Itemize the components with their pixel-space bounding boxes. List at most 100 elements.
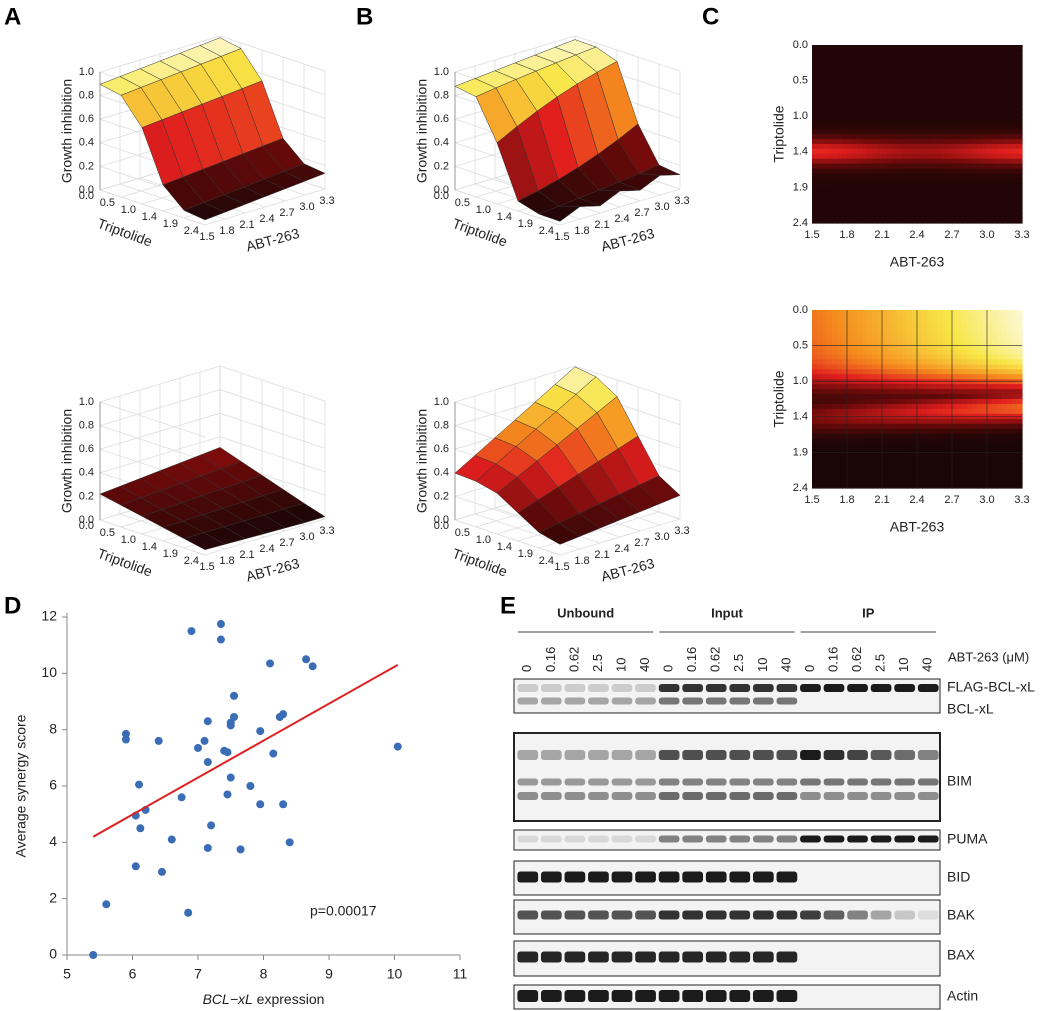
heat-cell [887,403,893,410]
heat-cell [997,453,1003,459]
heat-cell [962,478,968,484]
heat-cell [827,49,833,56]
dose-label: 0 [519,665,534,672]
heat-cell [842,59,848,66]
heat-cell [957,143,963,150]
heat-cell [842,94,848,100]
heat-cell [947,354,953,361]
heat-cell [982,310,988,316]
heat-cell [927,399,933,405]
z-tick-label: 0.4 [79,137,94,149]
heat-cell [992,129,998,135]
heat-cell [862,344,868,351]
heat-cell [982,374,988,380]
heat-cell [927,193,933,199]
heat-cell [897,183,903,189]
heat-cell [962,349,968,356]
heat-cell [822,134,828,140]
heat-cell [897,438,903,445]
heat-cell [832,84,838,91]
heat-cell [917,453,923,459]
x-tick-label: 1.8 [839,494,854,506]
heat-cell [857,119,863,125]
band-label: Actin [947,988,978,1004]
heat-cell [1002,138,1008,145]
heat-cell [1017,178,1023,185]
heat-cell [882,478,888,484]
heat-cell [912,54,918,61]
surface-face [538,205,581,222]
heat-cell [892,129,898,135]
heat-cell [842,99,848,105]
heat-cell [862,168,868,175]
heat-cell [867,198,873,204]
heat-cell [842,49,848,56]
heat-cell [817,183,823,189]
heat-cell [887,443,893,450]
heat-cell [1007,163,1013,170]
heat-cell [937,394,943,400]
heat-cell [967,173,973,180]
heat-cell [872,94,878,100]
heat-cell [957,329,963,336]
heat-cell [852,99,858,105]
heat-cell [922,69,928,76]
heat-cell [837,143,843,150]
heat-cell [832,349,838,356]
heat-cell [912,473,918,479]
heat-cell [907,163,913,170]
heat-cell [887,203,893,209]
heat-cell [992,339,998,346]
heat-cell [947,188,953,194]
heat-cell [852,178,858,185]
heat-cell [1017,129,1023,135]
heat-cell [977,198,983,204]
heat-cell [827,379,833,385]
heat-cell [992,324,998,331]
heat-cell [992,138,998,145]
triptolide-tick-label: 1.0 [121,204,136,216]
heat-cell [862,69,868,76]
heat-cell [912,443,918,450]
heat-cell [982,319,988,326]
heat-cell [827,403,833,410]
heat-cell [842,119,848,125]
heat-cell [997,109,1003,115]
heat-cell [922,369,928,375]
heat-cell [1017,203,1023,209]
heat-cell [902,310,908,316]
heat-cell [1017,143,1023,150]
heat-cell [942,213,948,219]
heat-cell [887,483,893,489]
heat-cell [902,193,908,199]
heat-cell [937,193,943,199]
heat-cell [977,168,983,175]
surface-plot: 0.00.20.40.60.81.00.00.51.01.41.92.4 1.5 1… [414,35,690,255]
surface-plot: 0.00.20.40.60.81.00.00.51.01.41.92.4 1.5 1… [59,365,335,585]
heat-cell [837,188,843,194]
heat-cell [837,433,843,440]
heat-cell [897,379,903,385]
heat-cell [822,49,828,56]
heat-cell [952,339,958,346]
x-tick-label: 7 [194,966,202,982]
heat-cell [972,89,978,96]
heat-cell [962,324,968,331]
band [682,792,704,800]
heat-cell [992,89,998,96]
heat-cell [852,104,858,110]
heat-cell [962,473,968,479]
heat-cell [862,408,868,415]
point [203,843,212,852]
heat-cell [852,344,858,351]
band [800,684,821,692]
heat-cell [822,163,828,170]
abt-tick-label: 2.4 [259,543,274,555]
heat-cell [887,329,893,336]
triptolide-tick-label: 1.4 [142,211,157,223]
heat-cell [992,134,998,140]
heat-cell [957,188,963,194]
heat-cell [902,468,908,474]
heat-cell [852,109,858,115]
heat-cell [847,374,853,380]
